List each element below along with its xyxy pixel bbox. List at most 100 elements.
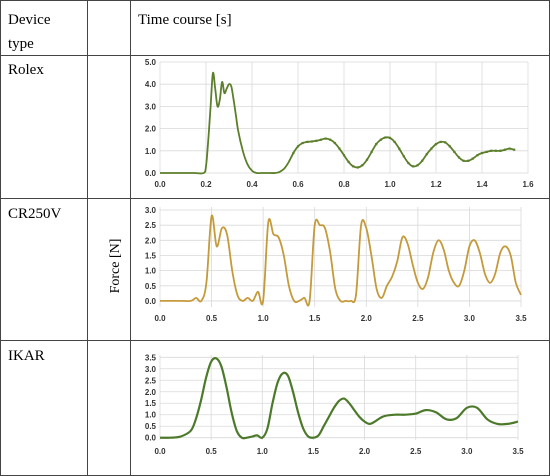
y-tick-label: 2.0 — [145, 236, 157, 245]
x-tick-label: 1.6 — [522, 180, 534, 189]
chart-rolex: 0.0 1.0 2.0 3.0 4.0 5.0 0.0 0.2 0.4 0.6 0.8 1.0 1.2 1… — [145, 58, 534, 189]
x-tick-label: 1.5 — [309, 314, 321, 323]
data-point — [430, 147, 433, 150]
data-point — [448, 145, 451, 148]
series-line — [160, 214, 522, 307]
x-tick-label: 3.0 — [464, 314, 476, 323]
data-point — [352, 165, 355, 168]
y-tick-label: 3.0 — [145, 102, 157, 111]
data-point — [444, 141, 447, 144]
x-tick-label: 0.0 — [154, 447, 166, 456]
chart-ikar: 0.0 0.5 1.0 1.5 2.0 2.5 3.0 3.5 0.0 0.5 1.0 1.5 2.0 2… — [145, 353, 524, 456]
data-point — [292, 151, 295, 155]
y-tick-label: 2.5 — [145, 376, 157, 385]
data-point — [306, 140, 309, 144]
device-ikar: IKAR — [8, 348, 45, 364]
y-tick-label: 1.5 — [145, 251, 157, 260]
x-tick-label: 0.6 — [292, 180, 304, 189]
header-device: Device — [8, 12, 51, 28]
data-point — [319, 138, 323, 141]
data-point — [503, 148, 507, 151]
y-tick-label: 1.0 — [145, 411, 157, 420]
x-tick-label: 0.5 — [206, 314, 218, 323]
x-tick-label: 2.5 — [410, 447, 422, 456]
data-point — [499, 149, 502, 152]
x-tick-label: 0.8 — [338, 180, 350, 189]
x-tick-label: 0.4 — [246, 180, 258, 189]
data-point — [421, 159, 424, 162]
x-tick-label: 3.5 — [512, 447, 524, 456]
data-point — [365, 158, 369, 161]
data-point — [462, 159, 465, 162]
series-line — [159, 357, 519, 440]
device-cr250v: CR250V — [8, 206, 62, 222]
data-point — [384, 136, 387, 139]
data-point — [407, 161, 410, 165]
data-point — [471, 157, 474, 160]
data-point — [301, 141, 304, 145]
header-time-course: Time course [s] — [138, 12, 232, 28]
data-point — [457, 156, 461, 159]
data-point — [434, 143, 438, 146]
x-tick-label: 1.0 — [384, 180, 396, 189]
x-tick-label: 3.5 — [515, 314, 527, 323]
data-point — [296, 145, 300, 148]
data-point — [388, 136, 392, 140]
x-tick-label: 0.5 — [206, 447, 218, 456]
data-point — [356, 166, 359, 169]
x-tick-label: 2.0 — [359, 447, 371, 456]
x-tick-label: 1.0 — [257, 447, 269, 456]
data-point — [416, 164, 419, 167]
y-tick-label: 1.0 — [145, 147, 157, 156]
data-point — [439, 140, 442, 144]
data-point — [402, 155, 405, 158]
y-tick-label: 1.0 — [145, 267, 157, 276]
x-tick-label: 1.0 — [258, 314, 270, 323]
x-tick-label: 0.0 — [154, 180, 166, 189]
data-point — [329, 138, 332, 141]
data-point — [508, 147, 511, 150]
data-point — [480, 151, 484, 155]
data-point — [425, 153, 428, 156]
x-tick-label: 1.5 — [308, 447, 320, 456]
data-point — [361, 164, 364, 167]
data-point — [310, 140, 313, 143]
data-point — [411, 165, 415, 168]
y-tick-label: 0.0 — [145, 434, 157, 443]
data-point — [513, 148, 516, 151]
x-tick-label: 2.5 — [412, 314, 424, 323]
data-point — [347, 160, 350, 163]
y-tick-label: 0.0 — [145, 297, 157, 306]
y-tick-label: 0.5 — [145, 422, 157, 431]
y-tick-label: 2.0 — [145, 388, 157, 397]
data-point — [490, 149, 493, 152]
y-tick-label: 2.5 — [145, 221, 157, 230]
data-point — [324, 137, 327, 140]
data-point — [315, 139, 318, 142]
x-tick-label: 2.0 — [361, 314, 373, 323]
y-tick-label: 5.0 — [145, 58, 157, 67]
series-line — [160, 71, 515, 175]
data-point — [338, 147, 341, 150]
data-point — [342, 154, 346, 157]
x-tick-label: 1.2 — [430, 180, 442, 189]
data-point — [375, 143, 378, 146]
x-tick-label: 0.2 — [200, 180, 212, 189]
y-tick-label: 4.0 — [145, 80, 157, 89]
data-point — [453, 150, 456, 154]
y-axis-label: Force [N] — [108, 239, 123, 294]
data-point — [370, 150, 373, 154]
x-tick-label: 1.4 — [476, 180, 488, 189]
data-point — [467, 159, 470, 162]
y-tick-label: 3.5 — [145, 353, 157, 362]
y-tick-label: 1.5 — [145, 399, 157, 408]
data-point — [333, 141, 336, 145]
data-point — [379, 138, 382, 141]
header-device-line2: type — [8, 36, 34, 52]
device-rolex: Rolex — [8, 62, 44, 78]
y-tick-label: 3.0 — [145, 206, 157, 215]
x-tick-label: 0.0 — [154, 314, 166, 323]
chart-cr250v: 0.0 0.5 1.0 1.5 2.0 2.5 3.0 0.0 0.5 1.0 1.5 2.0 2.5 3… — [145, 206, 527, 323]
data-point — [393, 140, 396, 144]
